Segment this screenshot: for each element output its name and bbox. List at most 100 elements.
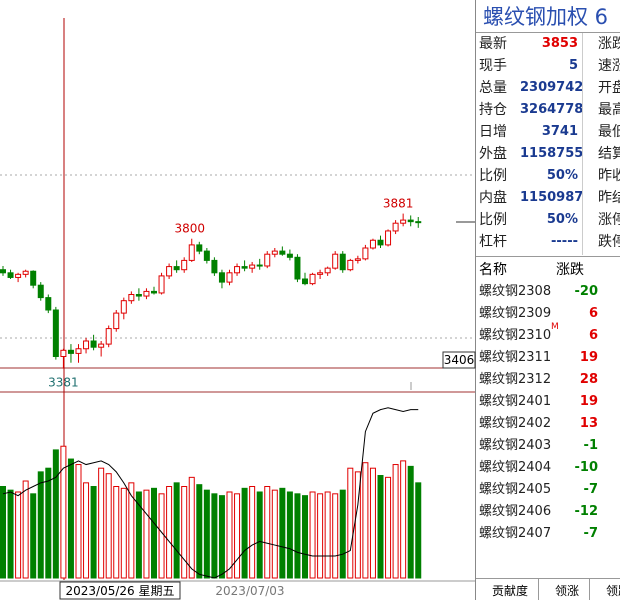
quote-label: 涨跌 [598,36,620,52]
candle-body [7,272,14,278]
volume-bar [362,462,369,579]
volume-bar [241,487,248,579]
tab[interactable]: 领涨 [539,579,591,600]
tab[interactable]: 贡献度 [476,579,540,600]
candle-body [22,270,29,275]
contract-name[interactable]: 螺纹钢2311 [479,350,552,365]
volume-bar [302,495,308,579]
candle-body [113,312,120,330]
contract-name[interactable]: 螺纹钢2405 [479,482,552,497]
candle-body [83,340,90,350]
high-label: 3881 [383,197,414,211]
candle-body [249,264,256,269]
quote-label: 昨收 [598,168,620,184]
contract-mark: M [551,322,559,332]
candle-body [392,222,399,232]
candle-body [173,266,180,271]
high-label: 3800 [174,222,205,236]
contract-name[interactable]: 螺纹钢2308 [479,284,552,299]
candle-body [90,340,97,348]
contract-name[interactable]: 螺纹钢2407 [479,526,552,541]
quote-label: 跌停 [598,234,620,250]
title: 螺纹钢加权 6 [476,0,620,33]
contract-name[interactable]: 螺纹钢2406 [479,504,552,519]
candle-body [151,290,157,294]
volume-bar [377,475,384,579]
contract-change: -10 [574,460,599,475]
contract-change: 19 [579,350,598,365]
crosshair-price: 3406 [444,353,475,367]
candle-body [234,266,241,274]
chart: 3406 2023/05/26 星期五 2023/07/03 3881 3800 3… [0,0,476,600]
quote-label: 内盘 [479,190,507,206]
volume-bar [135,491,142,579]
quote-label: 昨结 [598,190,620,206]
candle-body [256,264,263,267]
candle-body [166,266,173,277]
volume-bar [324,491,331,579]
quote-label: 比例 [479,212,507,228]
candle-body [105,328,112,345]
volume-bar [400,460,407,579]
candle-body [203,250,210,261]
quote-label: 日增 [479,124,507,140]
candle-body [158,275,165,294]
volume-bar [317,493,324,579]
candle-body [264,253,271,267]
quote-value: 3853 [541,36,578,51]
tab[interactable]: 领跌 [590,579,620,600]
candle-body [188,244,195,261]
contract-name[interactable]: 螺纹钢2403 [479,438,552,453]
quote-value: 2309742 [520,80,584,95]
contract-name[interactable]: 螺纹钢2312 [479,372,552,387]
candle-body [309,273,316,285]
volume-bar [203,489,210,579]
volume-bar [52,449,59,579]
volume-bar [7,489,14,579]
volume-bar [332,493,339,579]
candle-body [362,247,369,260]
candle-body [385,230,392,246]
candle-body [294,256,301,280]
volume-bar [234,493,241,579]
quote-label: 外盘 [479,146,507,162]
contract-name[interactable]: 螺纹钢2309 [479,306,552,321]
volume-bar [67,458,74,579]
volume-bar [309,491,316,579]
list-header: 名称 [479,262,507,278]
volume-bar [271,489,278,579]
volume-bar [113,486,120,579]
candle-body [400,219,407,224]
quote-value: 3741 [541,124,578,139]
volume-bar [22,480,29,579]
candle-body [45,297,52,311]
candle-body [354,258,361,261]
quote-label: 开盘 [598,80,620,96]
candle-body [15,273,22,278]
contract-name[interactable]: 螺纹钢2310 [479,328,552,343]
volume-bar [75,464,82,579]
contract-name[interactable]: 螺纹钢2401 [479,394,552,409]
separator [476,256,620,257]
candle-body [30,270,37,286]
candle-body [143,290,150,297]
contract-name[interactable]: 螺纹钢2402 [479,416,552,431]
quote-label: 比例 [479,168,507,184]
candle-body [339,253,346,271]
volume-bar [188,476,195,579]
volume-bar [15,491,22,579]
candle-body [75,348,82,354]
volume-bar [226,491,233,579]
volume-bar [218,495,225,579]
volume-bar [249,486,256,579]
candle-body [0,269,6,274]
volume-bar [181,486,188,579]
contract-name[interactable]: 螺纹钢2404 [479,460,552,475]
contract-change: 6 [588,306,598,321]
crosshair-date: 2023/05/26 星期五 [66,584,175,598]
candle-body [67,349,74,354]
volume-bar [415,482,422,579]
candle-body [135,294,142,297]
volume-bar [347,467,354,579]
